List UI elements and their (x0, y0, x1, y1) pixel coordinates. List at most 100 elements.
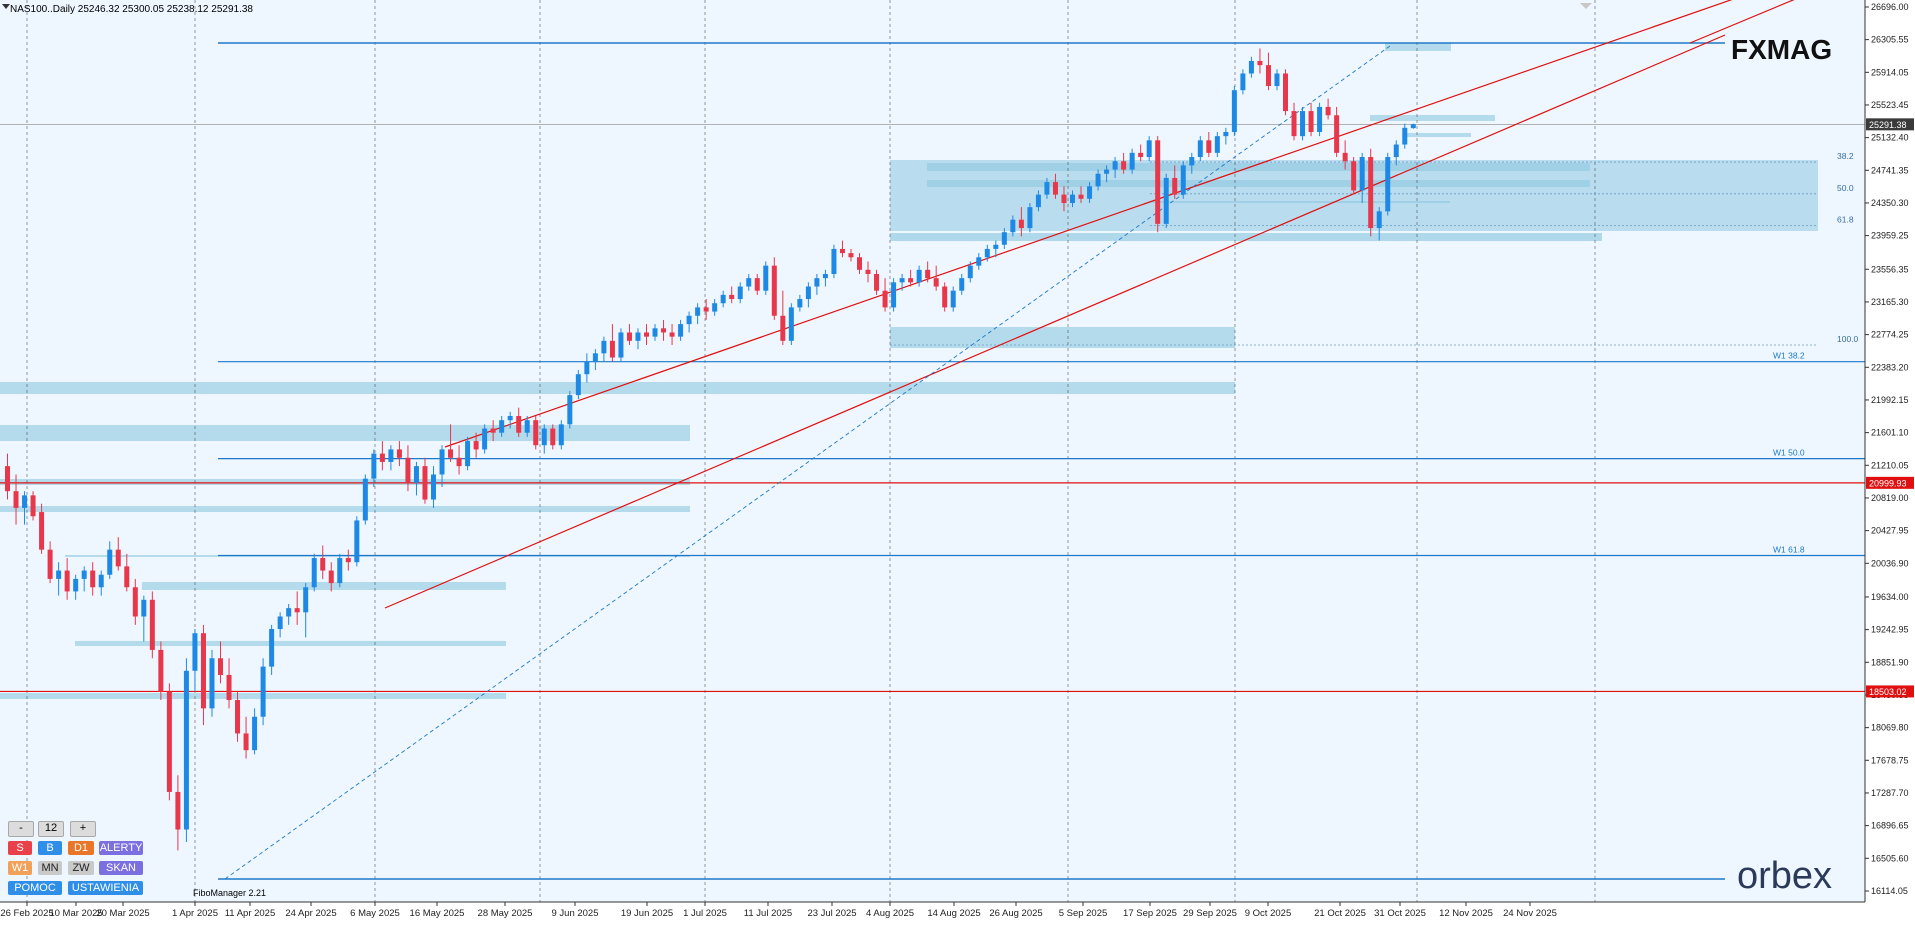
candle-body (183, 670, 189, 830)
period-value[interactable]: 12 (38, 821, 64, 837)
candle-body (1385, 157, 1391, 212)
candle-body (1206, 140, 1212, 153)
candle-body (166, 691, 172, 792)
candle-body (1121, 161, 1127, 170)
candle-body (354, 520, 360, 563)
y-tick-label: 16896.65 (1871, 821, 1909, 831)
candle-body (541, 428, 547, 446)
candle-body (192, 633, 198, 671)
candle-body (1129, 152, 1135, 170)
collapse-arrow-icon[interactable] (2, 4, 10, 9)
candle-body (848, 253, 854, 258)
candle-body (1078, 194, 1084, 199)
candle-body (950, 290, 956, 308)
price-axis-bg (1865, 0, 1915, 921)
candle-body (1265, 65, 1271, 87)
candle-body (1095, 173, 1101, 187)
x-tick-label: 28 May 2025 (478, 908, 533, 919)
candle-body (1393, 144, 1399, 158)
minus-button[interactable]: - (8, 821, 34, 837)
zw-button[interactable]: ZW (68, 861, 94, 875)
candle-body (73, 578, 79, 592)
x-tick-label: 1 Apr 2025 (172, 908, 218, 919)
candle-body (405, 457, 411, 483)
scroll-marker-icon[interactable] (1580, 3, 1592, 9)
candle-body (413, 466, 419, 483)
w1-level-label: W1 38.2 (1773, 351, 1805, 361)
sell-button[interactable]: S (8, 841, 32, 855)
candle-body (1325, 106, 1331, 116)
candle-body (797, 299, 803, 308)
d1-button[interactable]: D1 (68, 841, 94, 855)
candle-body (720, 294, 726, 304)
mn-button[interactable]: MN (38, 861, 62, 875)
candle-body (754, 278, 760, 291)
candle-body (371, 453, 377, 479)
ustawienia-button[interactable]: USTAWIENIA (68, 881, 143, 895)
y-tick-label: 21601.10 (1871, 428, 1909, 438)
zone-rect (1405, 133, 1471, 137)
candle-body (763, 265, 769, 291)
zone-rect (75, 641, 506, 646)
y-tick-label: 23556.35 (1871, 264, 1909, 274)
candle-body (1410, 124, 1416, 129)
candle-body (311, 558, 317, 588)
alerty-button[interactable]: ALERTY (99, 841, 143, 855)
candle-body (1359, 157, 1365, 191)
candle-body (473, 441, 479, 450)
x-tick-label: 21 Oct 2025 (1314, 908, 1366, 919)
candle-body (226, 674, 232, 701)
price-marker-label: 25291.38 (1869, 120, 1907, 130)
candle-body (695, 307, 701, 316)
y-tick-label: 22774.25 (1871, 330, 1909, 340)
zone-rect (1385, 43, 1451, 51)
y-tick-label: 20819.00 (1871, 493, 1909, 503)
candle-body (882, 290, 888, 308)
x-tick-label: 31 Oct 2025 (1374, 908, 1426, 919)
candle-body (286, 608, 292, 617)
pomoc-button[interactable]: POMOC (8, 881, 62, 895)
skan-button[interactable]: SKAN (99, 861, 143, 875)
x-tick-label: 14 Aug 2025 (927, 908, 980, 919)
candle-body (925, 269, 931, 279)
fxmag-logo: FXMAG (1731, 34, 1833, 65)
y-tick-label: 19242.95 (1871, 625, 1909, 635)
candle-body (1402, 127, 1408, 145)
candle-body (209, 658, 215, 709)
x-tick-label: 19 Jun 2025 (621, 908, 673, 919)
w1-level-label: W1 50.0 (1773, 448, 1805, 458)
fib-level-label: 50.0 (1837, 183, 1854, 193)
candle-body (260, 666, 266, 717)
candle-body (703, 307, 709, 312)
y-tick-label: 19634.00 (1871, 592, 1909, 602)
w1-button[interactable]: W1 (8, 861, 32, 875)
candle-body (1291, 111, 1297, 137)
candle-body (686, 315, 692, 325)
plus-button[interactable]: + (70, 821, 96, 837)
candle-body (584, 361, 590, 375)
w1-level-label: W1 61.8 (1773, 545, 1805, 555)
candle-body (13, 491, 19, 508)
x-tick-label: 9 Jun 2025 (551, 908, 598, 919)
y-tick-label: 20036.90 (1871, 558, 1909, 568)
y-tick-label: 24741.35 (1871, 165, 1909, 175)
candle-body (1274, 73, 1280, 87)
channel-upper-line (444, 0, 1733, 448)
y-tick-label: 16505.60 (1871, 853, 1909, 863)
candle-body (379, 453, 385, 462)
x-tick-label: 11 Jul 2025 (744, 908, 792, 919)
candle-body (1001, 232, 1007, 245)
candle-body (1223, 131, 1229, 137)
zone-rect (0, 693, 506, 699)
buy-button[interactable]: B (38, 841, 62, 855)
candle-body (788, 307, 794, 341)
zone-rect (0, 382, 1235, 394)
fib-level-label: 100.0 (1837, 334, 1859, 344)
candle-body (993, 244, 999, 249)
candle-body (814, 278, 820, 287)
price-marker-bg (1866, 118, 1914, 131)
candle-body (558, 424, 564, 446)
candle-body (30, 495, 36, 517)
candle-body (601, 340, 607, 354)
candle-body (1317, 106, 1323, 132)
